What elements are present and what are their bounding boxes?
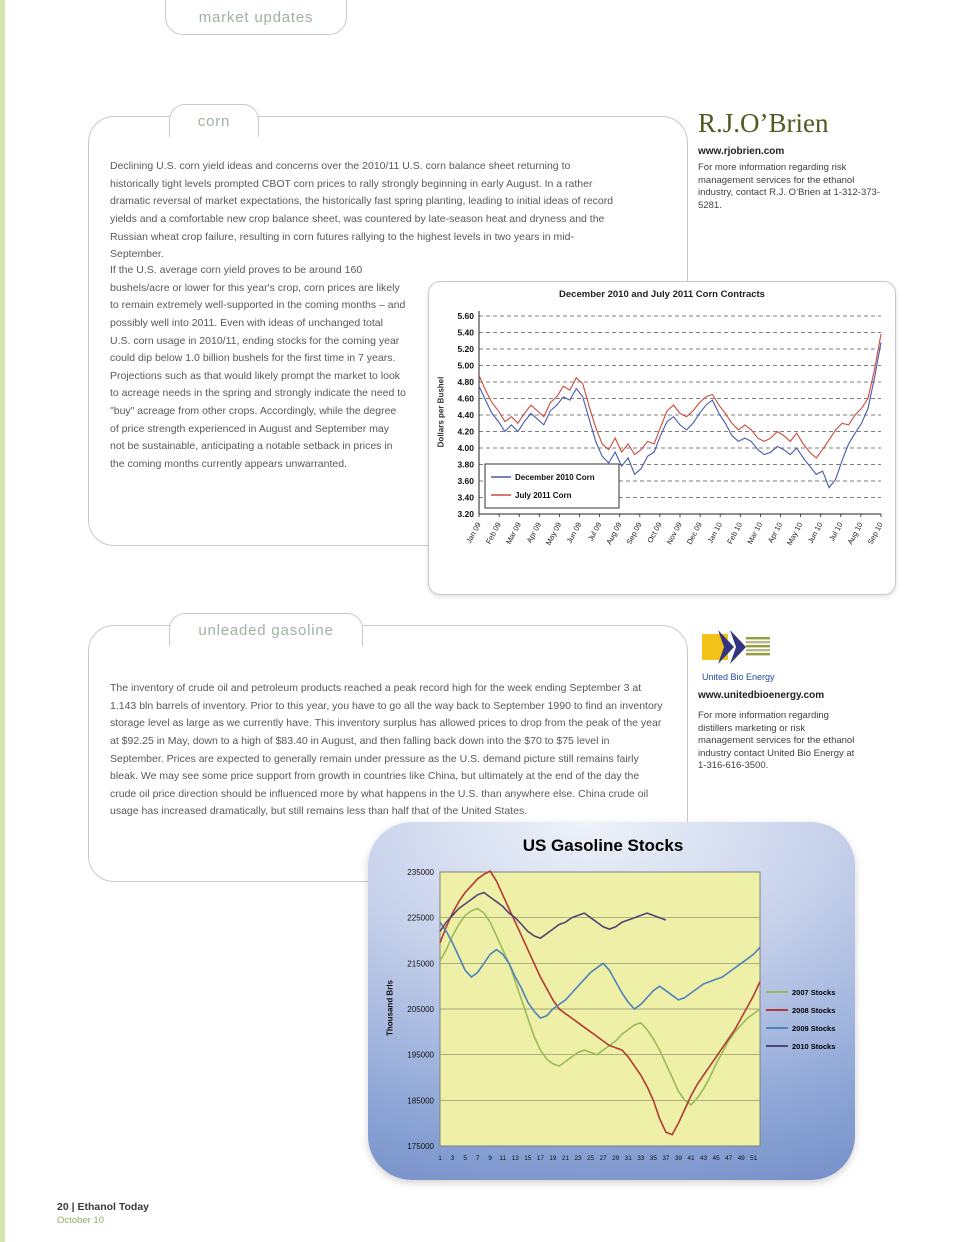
corn-chart-card: December 2010 and July 2011 Corn Contrac… <box>428 281 896 595</box>
united-bio-energy-logo-text: United Bio Energy <box>702 672 775 682</box>
svg-text:9: 9 <box>488 1155 492 1162</box>
svg-text:185000: 185000 <box>407 1096 434 1105</box>
svg-text:5.40: 5.40 <box>457 328 474 338</box>
svg-text:175000: 175000 <box>407 1142 434 1151</box>
svg-text:27: 27 <box>600 1155 608 1162</box>
svg-text:2007 Stocks: 2007 Stocks <box>792 988 835 997</box>
svg-text:Jan 10: Jan 10 <box>705 521 724 545</box>
svg-text:2009 Stocks: 2009 Stocks <box>792 1024 835 1033</box>
svg-text:5.00: 5.00 <box>457 361 474 371</box>
svg-text:Jul 10: Jul 10 <box>827 521 844 543</box>
svg-text:235000: 235000 <box>407 868 434 877</box>
svg-text:Jan 09: Jan 09 <box>464 521 483 545</box>
svg-text:4.80: 4.80 <box>457 377 474 387</box>
svg-text:4.00: 4.00 <box>457 443 474 453</box>
svg-text:Mar 10: Mar 10 <box>745 521 764 546</box>
svg-text:35: 35 <box>650 1155 658 1162</box>
gasoline-paragraph: The inventory of crude oil and petroleum… <box>110 682 663 818</box>
svg-text:23: 23 <box>574 1155 582 1162</box>
svg-text:May 10: May 10 <box>785 521 804 547</box>
svg-text:Apr 10: Apr 10 <box>766 521 784 545</box>
svg-text:5: 5 <box>463 1155 467 1162</box>
svg-text:2008 Stocks: 2008 Stocks <box>792 1006 835 1015</box>
svg-text:Feb 10: Feb 10 <box>725 521 744 546</box>
svg-text:39: 39 <box>675 1155 683 1162</box>
svg-text:195000: 195000 <box>407 1051 434 1060</box>
svg-text:5.60: 5.60 <box>457 311 474 321</box>
corn-chart-canvas: 3.20 3.40 3.60 3.80 4.00 4.20 4.40 4.60 4.80 5.00… <box>457 311 885 547</box>
gasoline-chart-card: US Gasoline Stocks Thousand Brls 175000 1… <box>368 822 855 1180</box>
svg-text:21: 21 <box>562 1155 570 1162</box>
gasoline-tab-label: unleaded gasoline <box>198 621 334 639</box>
svg-text:4.60: 4.60 <box>457 394 474 404</box>
svg-text:3.20: 3.20 <box>457 509 474 519</box>
svg-text:July 2011 Corn: July 2011 Corn <box>515 491 572 500</box>
footer-page-info: 20 | Ethanol Today <box>57 1201 150 1213</box>
corn-chart-title: December 2010 and July 2011 Corn Contrac… <box>559 289 765 300</box>
gasoline-chart-title: US Gasoline Stocks <box>522 836 684 855</box>
rjobrien-website: www.rjobrien.com <box>698 146 785 157</box>
footer-issue: October 10 <box>57 1215 104 1226</box>
svg-text:19: 19 <box>549 1155 557 1162</box>
svg-text:Aug 09: Aug 09 <box>604 521 623 546</box>
svg-text:Apr 09: Apr 09 <box>525 521 543 545</box>
svg-text:2010 Stocks: 2010 Stocks <box>792 1042 835 1051</box>
section-tab-label: market updates <box>198 8 314 26</box>
svg-text:4.20: 4.20 <box>457 427 474 437</box>
svg-text:31: 31 <box>625 1155 633 1162</box>
svg-text:Jul 09: Jul 09 <box>586 521 603 543</box>
tab-unleaded-gasoline: unleaded gasoline <box>169 613 363 646</box>
svg-text:29: 29 <box>612 1155 620 1162</box>
tab-market-updates: market updates <box>165 0 347 35</box>
svg-text:Sep 10: Sep 10 <box>866 521 885 546</box>
svg-text:41: 41 <box>687 1155 695 1162</box>
svg-text:37: 37 <box>662 1155 670 1162</box>
svg-text:11: 11 <box>499 1155 506 1162</box>
svg-text:Dec 09: Dec 09 <box>685 521 704 546</box>
svg-text:Feb 09: Feb 09 <box>484 521 503 546</box>
left-accent-strip <box>0 0 5 1242</box>
svg-text:Oct 09: Oct 09 <box>645 521 663 545</box>
svg-text:Sep 09: Sep 09 <box>624 521 643 546</box>
rjobrien-logo: R.J.O’Brien <box>698 108 829 138</box>
united-bio-energy-logo-icon <box>700 628 772 673</box>
corn-paragraph-2: If the U.S. average corn yield proves to… <box>110 264 406 470</box>
svg-text:Nov 09: Nov 09 <box>665 521 684 546</box>
svg-text:3.80: 3.80 <box>457 460 474 470</box>
svg-text:Jun 09: Jun 09 <box>565 521 584 545</box>
tab-corn: corn <box>169 104 259 137</box>
svg-text:1: 1 <box>438 1155 442 1162</box>
corn-paragraph-1: Declining U.S. corn yield ideas and conc… <box>110 160 614 261</box>
svg-text:3: 3 <box>451 1155 455 1162</box>
svg-text:3.40: 3.40 <box>457 493 474 503</box>
svg-text:May 09: May 09 <box>544 521 563 547</box>
svg-text:33: 33 <box>637 1155 645 1162</box>
svg-text:25: 25 <box>587 1155 595 1162</box>
svg-text:205000: 205000 <box>407 1005 434 1014</box>
svg-text:4.40: 4.40 <box>457 410 474 420</box>
svg-text:15: 15 <box>524 1155 532 1162</box>
corn-tab-label: corn <box>197 112 231 130</box>
ube-website: www.unitedbioenergy.com <box>698 690 825 701</box>
ube-contact-blurb: For more information regarding distiller… <box>698 710 855 772</box>
svg-text:43: 43 <box>700 1155 708 1162</box>
svg-text:45: 45 <box>713 1155 721 1162</box>
svg-text:51: 51 <box>750 1155 758 1162</box>
svg-text:5.20: 5.20 <box>457 344 474 354</box>
svg-text:Aug 10: Aug 10 <box>846 521 865 546</box>
svg-text:December 2010 Corn: December 2010 Corn <box>515 473 595 482</box>
rjobrien-contact-blurb: For more information regarding risk mana… <box>698 162 880 211</box>
svg-text:3.60: 3.60 <box>457 476 474 486</box>
gasoline-chart-canvas: 175000 185000 195000 205000 215000 225000 2350… <box>407 868 835 1162</box>
svg-text:47: 47 <box>725 1155 733 1162</box>
svg-text:49: 49 <box>738 1155 746 1162</box>
svg-text:7: 7 <box>476 1155 480 1162</box>
svg-text:17: 17 <box>537 1155 545 1162</box>
svg-text:Jun 10: Jun 10 <box>806 521 825 545</box>
svg-text:Mar 09: Mar 09 <box>504 521 523 546</box>
svg-text:13: 13 <box>512 1155 520 1162</box>
svg-text:225000: 225000 <box>407 914 434 923</box>
svg-text:215000: 215000 <box>407 959 434 968</box>
